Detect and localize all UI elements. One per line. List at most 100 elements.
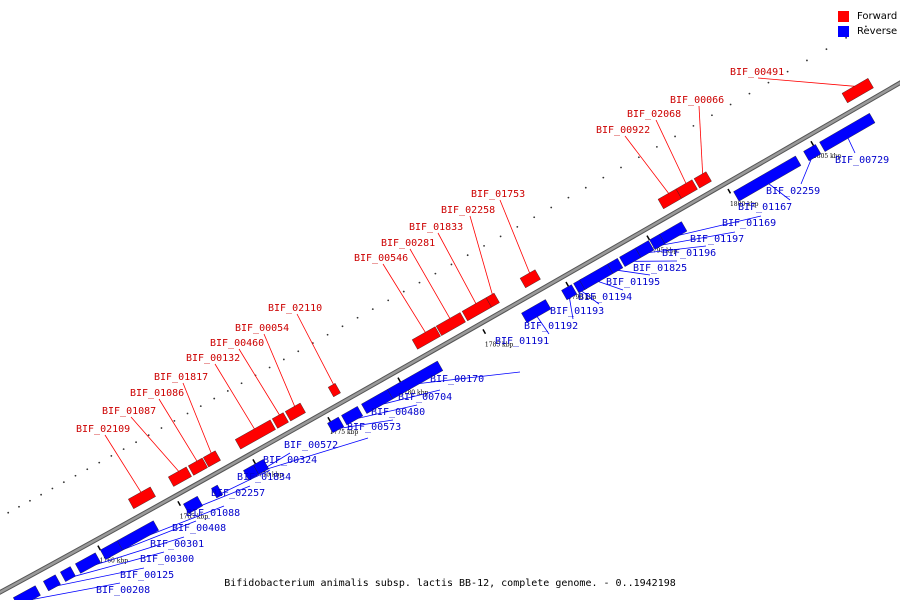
forward-gene-block[interactable]: [485, 292, 500, 308]
forward-gene-label[interactable]: BIF_00922: [596, 125, 650, 136]
reverse-gene-block[interactable]: [12, 585, 41, 600]
forward-gene-label[interactable]: BIF_00546: [354, 253, 408, 264]
reverse-gene-label[interactable]: BIF_00300: [140, 554, 194, 565]
forward-gene-block[interactable]: [234, 419, 276, 450]
reverse-gene-label[interactable]: BIF_00125: [120, 570, 174, 581]
forward-gene-block[interactable]: [187, 457, 208, 476]
forward-gene-block[interactable]: [841, 78, 874, 104]
forward-gene-block[interactable]: [435, 312, 466, 336]
reverse-gene-block[interactable]: [75, 552, 101, 574]
track-dot: [584, 186, 587, 189]
forward-gene-label[interactable]: BIF_00066: [670, 95, 724, 106]
reverse-gene-label[interactable]: BIF_01195: [606, 277, 660, 288]
track-dot: [418, 281, 421, 284]
forward-leader: [409, 248, 452, 321]
reverse-gene-block[interactable]: [387, 360, 444, 400]
forward-swatch: [838, 11, 849, 22]
forward-gene-block[interactable]: [675, 179, 698, 199]
reverse-gene-label[interactable]: BIF_00301: [150, 539, 204, 550]
forward-gene-label[interactable]: BIF_02258: [441, 205, 495, 216]
forward-gene-block[interactable]: [693, 171, 712, 189]
reverse-gene-label[interactable]: BIF_01167: [738, 202, 792, 213]
reverse-gene-block[interactable]: [117, 520, 159, 551]
reverse-gene-block[interactable]: [211, 484, 224, 499]
reverse-gene-label[interactable]: BIF_00729: [835, 155, 889, 166]
reverse-leader: [377, 389, 441, 406]
track-dot: [62, 481, 65, 484]
forward-gene-block[interactable]: [327, 383, 341, 398]
forward-gene-block[interactable]: [411, 326, 441, 350]
forward-gene-block[interactable]: [519, 269, 541, 289]
reverse-gene-block[interactable]: [183, 495, 203, 514]
label-leaders: [27, 77, 858, 600]
forward-gene-block[interactable]: [168, 466, 192, 487]
forward-gene-label[interactable]: BIF_00460: [210, 338, 264, 349]
legend-forward: Forward: [838, 9, 897, 24]
forward-gene-label[interactable]: BIF_02068: [627, 109, 681, 120]
forward-gene-label[interactable]: BIF_00491: [730, 67, 784, 78]
reverse-leader: [673, 215, 762, 238]
reverse-gene-block[interactable]: [819, 112, 876, 152]
forward-gene-label[interactable]: BIF_01087: [102, 406, 156, 417]
legend-forward-label: Forward: [857, 11, 898, 22]
forward-gene-block[interactable]: [284, 402, 306, 422]
reverse-gene-label[interactable]: BIF_00408: [172, 523, 226, 534]
reverse-gene-label[interactable]: BIF_01192: [524, 321, 578, 332]
tick-mark: [727, 188, 732, 194]
reverse-gene-label[interactable]: BIF_00573: [347, 422, 401, 433]
reverse-gene-block[interactable]: [521, 299, 552, 324]
forward-gene-block[interactable]: [271, 412, 289, 429]
forward-gene-label[interactable]: BIF_01753: [471, 189, 525, 200]
reverse-gene-label[interactable]: BIF_01825: [633, 263, 687, 274]
forward-gene-label[interactable]: BIF_01817: [154, 372, 208, 383]
reverse-gene-label[interactable]: BIF_02259: [766, 186, 820, 197]
forward-gene-label[interactable]: BIF_01833: [409, 222, 463, 233]
reverse-gene-label[interactable]: BIF_00170: [430, 374, 484, 385]
forward-gene-block[interactable]: [461, 297, 492, 322]
reverse-gene-block[interactable]: [253, 459, 270, 475]
forward-gene-label[interactable]: BIF_00132: [186, 353, 240, 364]
reverse-gene-block[interactable]: [327, 416, 345, 434]
reverse-gene-block[interactable]: [659, 221, 688, 245]
forward-gene-label[interactable]: BIF_00054: [235, 323, 289, 334]
reverse-leader: [846, 136, 856, 154]
reverse-gene-label[interactable]: BIF_00480: [371, 407, 425, 418]
track-dot: [98, 461, 101, 464]
reverse-gene-label[interactable]: BIF_01193: [550, 306, 604, 317]
reverse-gene-label[interactable]: BIF_00208: [96, 585, 150, 596]
reverse-gene-label[interactable]: BIF_01196: [662, 248, 716, 259]
track-dot: [637, 156, 640, 159]
reverse-gene-label[interactable]: BIF_00704: [398, 392, 452, 403]
reverse-gene-label[interactable]: BIF_02257: [211, 488, 265, 499]
reverse-gene-block[interactable]: [733, 155, 802, 202]
reverse-gene-label[interactable]: BIF_01191: [495, 336, 549, 347]
track-dot: [483, 244, 485, 247]
track-dot: [466, 254, 469, 257]
reverse-gene-label[interactable]: BIF_01197: [690, 234, 744, 245]
forward-gene-block[interactable]: [202, 450, 221, 468]
reverse-gene-label[interactable]: BIF_01834: [237, 472, 291, 483]
reverse-gene-label[interactable]: BIF_01194: [578, 292, 632, 303]
forward-gene-label[interactable]: BIF_02110: [268, 303, 322, 314]
reverse-gene-label[interactable]: BIF_00572: [284, 440, 338, 451]
reverse-gene-label[interactable]: BIF_01088: [186, 508, 240, 519]
forward-gene-label[interactable]: BIF_02109: [76, 424, 130, 435]
reverse-gene-block[interactable]: [635, 240, 655, 258]
reverse-gene-block[interactable]: [803, 144, 822, 162]
tick-label: 1790 kbp: [568, 294, 597, 301]
reverse-gene-block[interactable]: [561, 284, 578, 301]
reverse-gene-block[interactable]: [341, 406, 364, 426]
forward-gene-block[interactable]: [128, 486, 156, 510]
reverse-gene-block[interactable]: [60, 566, 76, 582]
track-dot: [282, 358, 285, 361]
forward-leader: [437, 232, 478, 306]
reverse-gene-block[interactable]: [607, 258, 624, 274]
track-dot: [550, 206, 553, 209]
track-dot: [806, 59, 808, 62]
reverse-gene-label[interactable]: BIF_00324: [263, 455, 317, 466]
track-dot: [748, 92, 751, 95]
forward-gene-label[interactable]: BIF_01086: [130, 388, 184, 399]
reverse-gene-block[interactable]: [42, 574, 61, 592]
forward-gene-label[interactable]: BIF_00281: [381, 238, 435, 249]
reverse-gene-label[interactable]: BIF_01169: [722, 218, 776, 229]
